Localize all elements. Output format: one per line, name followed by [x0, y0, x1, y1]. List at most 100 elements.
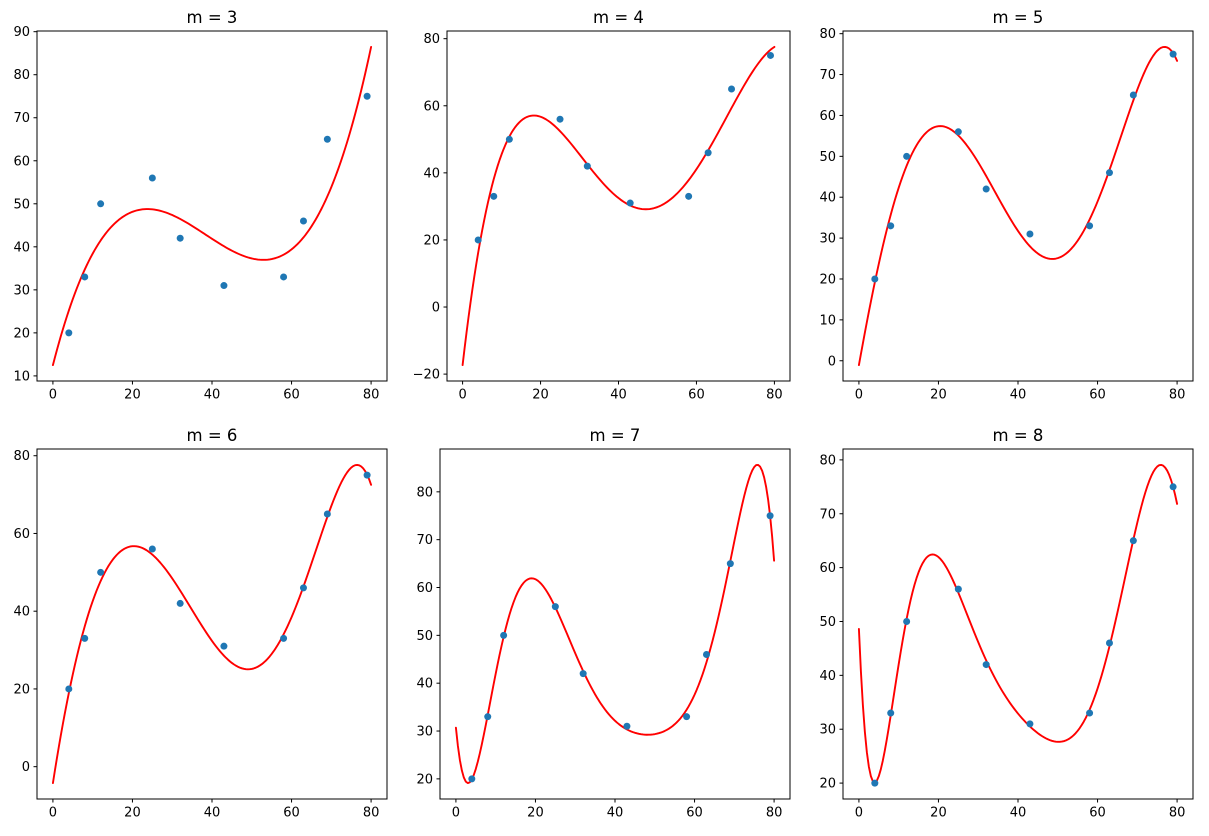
- y-tick-label: 10: [819, 313, 836, 328]
- data-point: [484, 713, 492, 721]
- x-tick-label: 80: [766, 388, 783, 403]
- data-point: [954, 585, 962, 593]
- y-tick-label: 0: [828, 354, 836, 369]
- subplot-title: m = 5: [993, 8, 1044, 27]
- data-point: [220, 642, 228, 650]
- x-tick-label: 60: [688, 388, 705, 403]
- subplot-4: m = 7 0 20 40 60 80 20 30 40 50 60 70 80: [403, 418, 806, 836]
- x-tick-label: 0: [452, 806, 460, 821]
- fit-curve: [51, 45, 373, 367]
- data-point: [148, 545, 156, 553]
- subplot-title: m = 7: [590, 426, 641, 445]
- data-point: [1086, 709, 1094, 717]
- x-tick-label: 60: [686, 806, 703, 821]
- subplot-1-canvas: m = 4 0 20 40 60 80 −20 0 20 40 60 80: [413, 8, 791, 403]
- data-point: [490, 192, 498, 200]
- y-tick-label: 30: [819, 232, 836, 247]
- x-tick-label: 0: [458, 388, 466, 403]
- data-point: [1129, 91, 1137, 99]
- subplot-title: m = 3: [187, 8, 238, 27]
- y-tick-label: 30: [416, 725, 433, 740]
- subplot-2: m = 5 0 20 40 60 80 0 10 20 30 40 50 60 70 80: [806, 0, 1209, 418]
- data-point: [726, 560, 734, 568]
- y-tick-label: 80: [13, 449, 30, 464]
- x-tick-label: 0: [855, 806, 863, 821]
- subplot-3: m = 6 0 20 40 60 80 0 20 40 60 80: [0, 418, 403, 836]
- subplot-0: m = 3 0 20 40 60 80 10 20 30 40 50 60 70 80 90: [0, 0, 403, 418]
- x-tick-label: 20: [124, 388, 141, 403]
- x-tick-label: 80: [766, 806, 783, 821]
- data-point: [903, 617, 911, 625]
- plot-border: [446, 30, 791, 382]
- x-tick-label: 0: [855, 388, 863, 403]
- y-tick-label: 80: [819, 453, 836, 468]
- y-tick-label: 20: [819, 777, 836, 792]
- data-point: [887, 709, 895, 717]
- data-point: [97, 568, 105, 576]
- data-point: [505, 135, 513, 143]
- y-tick-label: 70: [819, 68, 836, 83]
- y-tick-label: 30: [819, 723, 836, 738]
- x-tick-label: 80: [1169, 806, 1186, 821]
- data-point: [323, 135, 331, 143]
- x-tick-label: 40: [1010, 388, 1027, 403]
- y-tick-label: −20: [413, 368, 440, 383]
- y-tick-label: 60: [423, 99, 440, 114]
- data-point: [65, 329, 73, 337]
- x-tick-label: 20: [532, 388, 549, 403]
- x-tick-label: 40: [204, 388, 221, 403]
- subplot-3-canvas: m = 6 0 20 40 60 80 0 20 40 60 80: [13, 426, 388, 821]
- y-tick-label: 20: [819, 272, 836, 287]
- data-point: [1105, 169, 1113, 177]
- x-tick-label: 40: [610, 388, 627, 403]
- data-point: [280, 273, 288, 281]
- data-point: [767, 51, 775, 59]
- y-tick-label: 20: [423, 233, 440, 248]
- data-point: [982, 661, 990, 669]
- data-point: [176, 234, 184, 242]
- y-tick-label: 50: [13, 197, 30, 212]
- data-point: [474, 236, 482, 244]
- data-point: [556, 115, 564, 123]
- data-point: [323, 510, 331, 518]
- x-tick-label: 40: [204, 806, 221, 821]
- data-point: [220, 282, 228, 290]
- y-tick-label: 60: [13, 527, 30, 542]
- y-tick-label: 50: [416, 629, 433, 644]
- x-tick-label: 20: [930, 806, 947, 821]
- y-tick-label: 70: [13, 111, 30, 126]
- data-point: [1169, 50, 1177, 58]
- x-tick-label: 20: [930, 388, 947, 403]
- subplot-1: m = 4 0 20 40 60 80 −20 0 20 40 60 80: [403, 0, 806, 418]
- data-point: [551, 603, 559, 611]
- data-point: [683, 713, 691, 721]
- plot-border: [842, 448, 1194, 800]
- x-tick-label: 80: [363, 806, 380, 821]
- y-tick-label: 60: [13, 154, 30, 169]
- subplot-0-canvas: m = 3 0 20 40 60 80 10 20 30 40 50 60 70 80 90: [13, 8, 388, 403]
- y-tick-label: 20: [13, 326, 30, 341]
- x-tick-label: 20: [527, 806, 544, 821]
- x-tick-label: 60: [283, 806, 300, 821]
- data-point: [1086, 222, 1094, 230]
- y-tick-label: 0: [22, 760, 30, 775]
- y-tick-label: 60: [819, 561, 836, 576]
- y-tick-label: 80: [819, 27, 836, 42]
- data-point: [766, 512, 774, 520]
- x-tick-label: 80: [1169, 388, 1186, 403]
- y-tick-label: 70: [416, 533, 433, 548]
- data-point: [626, 199, 634, 207]
- y-tick-label: 20: [13, 682, 30, 697]
- plot-border: [439, 448, 791, 800]
- data-point: [299, 217, 307, 225]
- y-tick-label: 40: [423, 166, 440, 181]
- data-point: [148, 174, 156, 182]
- data-point: [1026, 720, 1034, 728]
- data-point: [579, 670, 587, 678]
- data-point: [1105, 639, 1113, 647]
- y-tick-label: 80: [423, 32, 440, 47]
- y-tick-label: 50: [819, 150, 836, 165]
- y-tick-label: 40: [13, 605, 30, 620]
- y-tick-label: 0: [432, 301, 440, 316]
